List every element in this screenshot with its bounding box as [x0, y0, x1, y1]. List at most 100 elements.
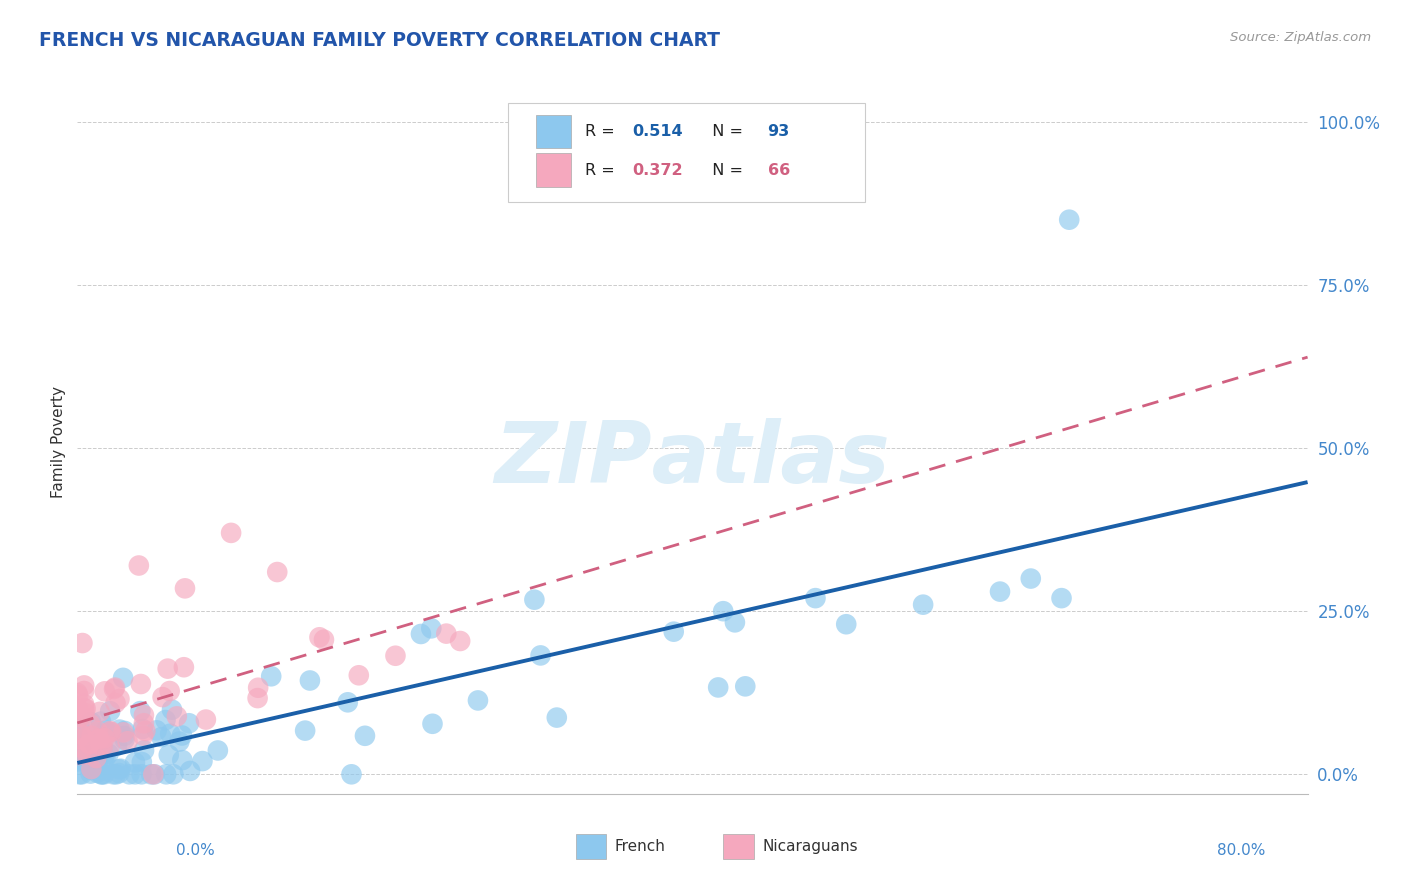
Point: [75, 702, 97, 716]
Point: [131, 755, 153, 769]
Point: [129, 704, 152, 718]
Point: [145, 723, 167, 738]
Point: [94, 684, 117, 698]
Point: [73, 739, 96, 754]
Point: [449, 634, 471, 648]
Point: [70, 727, 93, 741]
Point: [70, 767, 93, 781]
Y-axis label: Family Poverty: Family Poverty: [51, 385, 66, 498]
Point: [79, 766, 101, 780]
Point: [87, 732, 110, 747]
Text: ZIP​atlas: ZIP​atlas: [495, 417, 890, 500]
Point: [266, 565, 288, 579]
Point: [66, 686, 89, 700]
Point: [170, 729, 193, 743]
Point: [308, 630, 330, 644]
Point: [86, 765, 108, 780]
Point: [172, 753, 194, 767]
Point: [162, 767, 184, 781]
Point: [711, 604, 734, 618]
Point: [72, 636, 94, 650]
Point: [104, 681, 127, 695]
Point: [142, 767, 165, 781]
Point: [100, 725, 122, 739]
Point: [207, 743, 229, 757]
Point: [112, 671, 135, 685]
Point: [124, 767, 146, 781]
Point: [98, 704, 121, 718]
Point: [73, 678, 96, 692]
Point: [1050, 591, 1073, 606]
Point: [73, 697, 96, 711]
Text: N =: N =: [703, 124, 748, 139]
Point: [67, 727, 90, 741]
Point: [546, 710, 568, 724]
Point: [69, 721, 91, 735]
Point: [91, 741, 114, 756]
Point: [835, 617, 858, 632]
Bar: [536, 153, 571, 187]
Point: [219, 525, 242, 540]
Point: [529, 648, 551, 663]
Text: 0.514: 0.514: [633, 124, 683, 139]
Point: [86, 754, 108, 768]
Point: [155, 767, 177, 781]
Point: [83, 756, 105, 771]
Point: [80, 762, 103, 776]
Point: [159, 727, 181, 741]
Point: [409, 627, 432, 641]
Point: [98, 739, 121, 754]
Point: [143, 767, 166, 781]
Point: [152, 690, 174, 705]
Point: [159, 684, 181, 698]
Point: [110, 762, 132, 776]
Point: [80, 715, 103, 730]
Point: [86, 744, 108, 758]
Point: [128, 558, 150, 573]
Point: [174, 582, 197, 596]
Point: [724, 615, 747, 630]
Point: [90, 714, 112, 729]
Point: [67, 688, 90, 702]
Text: Source: ZipAtlas.com: Source: ZipAtlas.com: [1230, 31, 1371, 45]
Point: [97, 747, 120, 761]
Point: [93, 767, 115, 781]
Point: [1057, 212, 1080, 227]
Point: [118, 767, 141, 781]
Point: [90, 767, 112, 781]
Point: [166, 709, 188, 723]
Point: [131, 767, 153, 781]
Point: [247, 681, 270, 695]
Point: [69, 767, 91, 781]
Point: [662, 624, 685, 639]
Point: [1019, 572, 1042, 586]
Point: [434, 626, 457, 640]
Point: [66, 702, 89, 716]
Point: [177, 716, 200, 731]
Point: [804, 591, 827, 606]
Point: [132, 729, 155, 743]
Point: [67, 755, 90, 769]
Point: [86, 724, 108, 739]
Point: [73, 706, 96, 720]
Point: [160, 703, 183, 717]
Point: [73, 754, 96, 768]
Point: [90, 767, 112, 781]
Point: [422, 716, 444, 731]
Point: [112, 725, 135, 739]
Point: [124, 756, 146, 770]
Bar: [723, 834, 754, 859]
Point: [298, 673, 321, 688]
Point: [80, 739, 103, 754]
Point: [67, 706, 90, 720]
Point: [384, 648, 406, 663]
Point: [103, 767, 125, 781]
Point: [707, 681, 730, 695]
Point: [129, 677, 152, 691]
Point: [104, 696, 127, 710]
Point: [73, 684, 96, 698]
Text: 0.372: 0.372: [633, 162, 683, 178]
Point: [103, 681, 125, 696]
Point: [86, 734, 108, 748]
Point: [91, 739, 114, 754]
